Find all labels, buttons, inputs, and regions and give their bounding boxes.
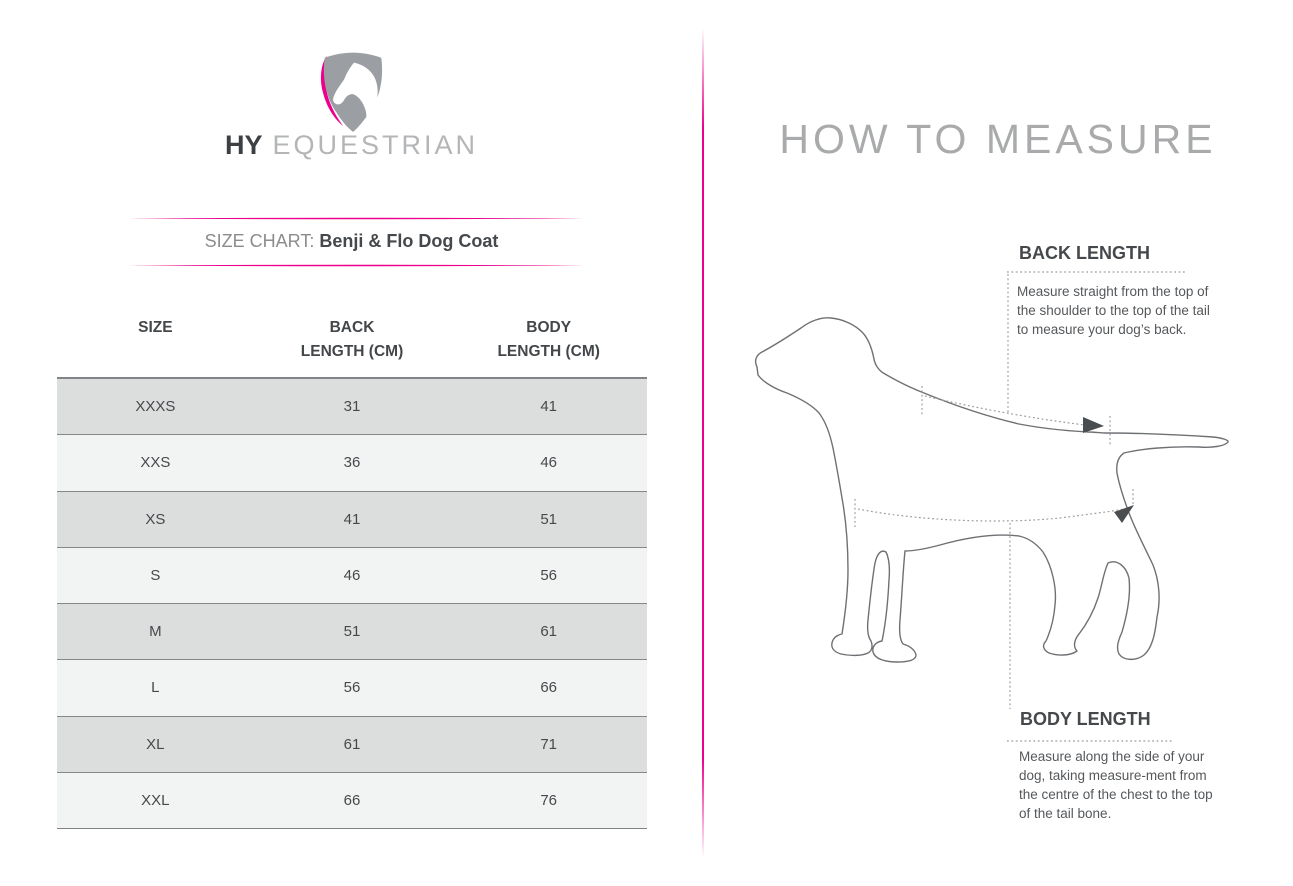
table-row: XXS 36 46 bbox=[57, 434, 647, 491]
size-chart-title-product: Benji & Flo Dog Coat bbox=[319, 231, 499, 251]
size-chart-title-prefix: SIZE CHART: bbox=[204, 231, 315, 251]
back-length-cell: 56 bbox=[343, 679, 361, 697]
size-cell: S bbox=[150, 566, 161, 584]
brand-name-light: EQUESTRIAN bbox=[272, 130, 479, 160]
back-length-arrowhead bbox=[1083, 417, 1104, 433]
table-row: XXXS 31 41 bbox=[57, 378, 647, 435]
size-cell: XXS bbox=[140, 454, 171, 472]
body-length-cell: 71 bbox=[540, 735, 558, 753]
body-length-cell: 76 bbox=[540, 791, 558, 809]
table-row: S 46 56 bbox=[57, 546, 647, 603]
table-row: L 56 66 bbox=[57, 659, 647, 716]
hy-equestrian-logo bbox=[314, 50, 392, 132]
shield-horse-icon bbox=[320, 52, 383, 132]
back-length-cell: 51 bbox=[343, 623, 361, 641]
size-cell: M bbox=[149, 623, 162, 641]
how-to-measure-title: HOW TO MEASURE bbox=[779, 116, 1217, 162]
back-length-cell: 41 bbox=[343, 510, 361, 528]
table-row: XXL 66 76 bbox=[57, 771, 647, 828]
size-table-header: SIZE BACK LENGTH (CM) BODY LENGTH (CM) bbox=[57, 316, 647, 364]
size-cell: XS bbox=[145, 510, 166, 528]
pink-vertical-divider bbox=[702, 28, 704, 858]
size-chart-title: SIZE CHART: Benji & Flo Dog Coat bbox=[0, 231, 703, 252]
column-header-size: SIZE bbox=[138, 319, 173, 336]
body-length-description: Measure along the side of your dog, taki… bbox=[1019, 749, 1213, 821]
title-rule-bottom bbox=[119, 264, 585, 267]
body-length-cell: 51 bbox=[540, 510, 558, 528]
size-table: XXXS 31 41 XXS 36 46 XS 41 51 S 46 56 bbox=[57, 377, 647, 829]
body-length-arrowhead bbox=[1114, 505, 1134, 523]
brand-name: HY EQUESTRIAN bbox=[0, 130, 703, 161]
back-length-measure-line bbox=[924, 395, 1095, 427]
back-length-cell: 66 bbox=[343, 791, 361, 809]
body-length-measure-line bbox=[857, 508, 1125, 522]
column-header-body-length: BODY LENGTH (CM) bbox=[497, 319, 600, 360]
back-length-description: Measure straight from the top of the sho… bbox=[1017, 284, 1210, 337]
size-cell: XL bbox=[146, 735, 165, 753]
table-row: XL 61 71 bbox=[57, 715, 647, 772]
table-row: XS 41 51 bbox=[57, 490, 647, 547]
body-length-cell: 46 bbox=[540, 454, 558, 472]
table-row: M 51 61 bbox=[57, 603, 647, 660]
brand-name-bold: HY bbox=[224, 130, 263, 160]
column-header-back-length: BACK LENGTH (CM) bbox=[300, 319, 404, 360]
size-cell: L bbox=[151, 679, 160, 697]
title-rule-top bbox=[119, 217, 585, 220]
body-length-cell: 41 bbox=[540, 398, 558, 416]
back-length-cell: 61 bbox=[343, 735, 361, 753]
body-length-cell: 56 bbox=[540, 566, 558, 584]
size-cell: XXXS bbox=[135, 398, 176, 416]
back-length-cell: 36 bbox=[343, 454, 361, 472]
dog-outline-drawing bbox=[754, 271, 1229, 742]
back-length-cell: 31 bbox=[343, 398, 361, 416]
dog-silhouette bbox=[754, 317, 1229, 663]
body-length-heading: BODY LENGTH bbox=[1020, 709, 1151, 729]
back-length-cell: 46 bbox=[343, 566, 361, 584]
back-length-heading: BACK LENGTH bbox=[1019, 243, 1150, 263]
body-length-cell: 61 bbox=[540, 623, 558, 641]
size-cell: XXL bbox=[141, 791, 170, 809]
body-length-cell: 66 bbox=[540, 679, 558, 697]
